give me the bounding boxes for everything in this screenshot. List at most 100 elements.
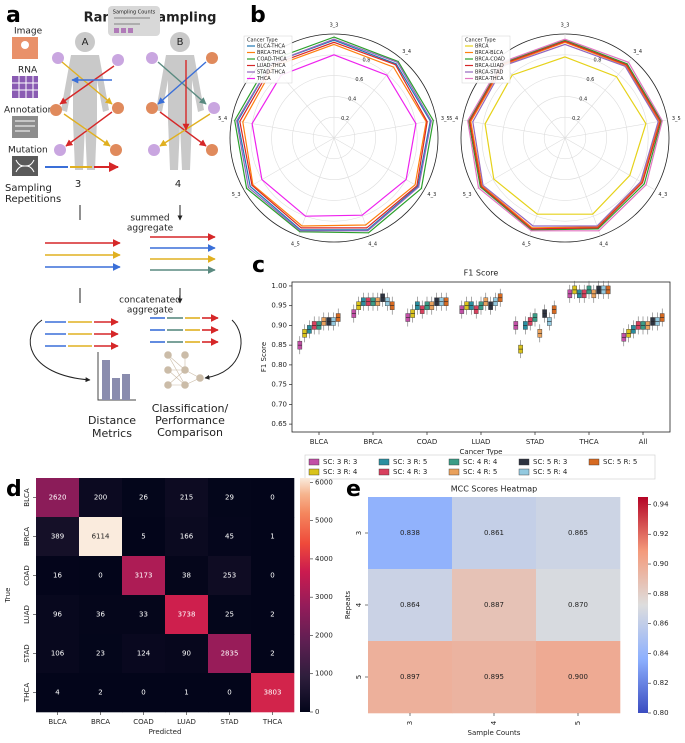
body <box>156 55 204 170</box>
chart-title: MCC Scores Heatmap <box>451 485 537 494</box>
heatmap-cell <box>36 556 80 596</box>
axis-category-label: 4_4 <box>599 242 608 248</box>
cell-label: 3173 <box>135 572 153 580</box>
heatmap-cell <box>165 478 209 518</box>
spoke <box>564 137 656 191</box>
repetitions-label: Repetitions <box>5 194 61 205</box>
heatmap-cell <box>122 595 166 635</box>
y-tick-label: 0.85 <box>271 341 287 349</box>
cell-label: 200 <box>94 494 107 502</box>
cell-label: 45 <box>225 533 234 541</box>
rna-icon <box>12 76 38 98</box>
axis-category-label: 3_4 <box>633 49 642 55</box>
col-label: THCA <box>262 718 282 726</box>
col-label: 3 <box>406 721 414 725</box>
radial-tick-label: 0.2 <box>341 116 349 122</box>
cell-label: 166 <box>180 533 194 541</box>
legend-label: SC: 3 R: 3 <box>323 458 357 466</box>
body-head <box>170 32 190 52</box>
heatmap-cell <box>208 595 252 635</box>
heatmap-cell <box>536 497 621 570</box>
axis-category-label: 4_5 <box>291 242 300 248</box>
heatmap-cell <box>79 556 123 596</box>
col-label: LUAD <box>177 718 196 726</box>
col-label: BRCA <box>91 718 110 726</box>
legend-swatch <box>448 458 460 466</box>
legend-label: BRCA-COAD <box>475 57 505 63</box>
y-axis-label: True <box>4 588 12 604</box>
cell-label: 5 <box>141 533 145 541</box>
cell-label: 2 <box>270 650 274 658</box>
series-polygon <box>469 40 661 230</box>
legend-swatch <box>518 468 530 476</box>
series-polygon <box>251 54 417 217</box>
heatmap-cell <box>165 517 209 557</box>
x-tick-label: All <box>639 438 648 446</box>
cell-label: 26 <box>139 494 148 502</box>
cell-label: 0 <box>98 572 102 580</box>
flow-arrow <box>204 319 242 380</box>
cell-label: 124 <box>137 650 151 658</box>
heatmap-cell <box>251 673 295 713</box>
cell-label: 0 <box>141 689 145 697</box>
classification-label: Performance <box>155 414 225 427</box>
heatmap-cell <box>165 556 209 596</box>
flow-arrow <box>29 319 91 383</box>
cell-label: 253 <box>223 572 236 580</box>
network-icon <box>164 351 204 389</box>
patient-label: B <box>177 37 184 48</box>
axis-category-label: 3_5 <box>441 116 450 122</box>
legend-swatch <box>448 468 460 476</box>
heatmap-cell <box>452 497 537 570</box>
rna-icon <box>12 76 38 98</box>
cell-label: 38 <box>182 572 191 580</box>
heatmap-cell <box>122 517 166 557</box>
y-tick-label: 1.00 <box>271 282 287 290</box>
legend-swatch <box>378 458 390 466</box>
colorbar-tick-label: 0.94 <box>653 500 669 508</box>
colorbar-tick-label: 0.84 <box>653 649 669 657</box>
cell-label: 2835 <box>221 650 239 658</box>
flow-arrow <box>79 205 180 220</box>
axis-category-label: 4_3 <box>427 192 436 198</box>
y-tick-label: 0.65 <box>271 420 287 428</box>
sampling-counts-box <box>128 28 133 33</box>
heatmap-cell <box>368 641 453 714</box>
heatmap-cell <box>165 634 209 674</box>
axis-category-label: 4_5 <box>522 242 531 248</box>
summed-label: summed <box>130 214 169 224</box>
spoke <box>474 137 566 191</box>
panel-label: a <box>6 3 21 28</box>
heatmap-cell <box>208 478 252 518</box>
heatmap-cell <box>36 673 80 713</box>
heatmap-cell <box>251 634 295 674</box>
cell-label: 1 <box>184 689 188 697</box>
radial-tick-label: 0.6 <box>586 77 594 83</box>
spoke <box>564 137 601 236</box>
spoke <box>529 137 566 236</box>
cell-label: 3738 <box>178 611 196 619</box>
heatmap-cell <box>122 556 166 596</box>
classification-label: Comparison <box>157 426 223 439</box>
spoke <box>564 58 633 139</box>
heatmap-cell <box>208 673 252 713</box>
cell-label: 106 <box>51 650 65 658</box>
x-tick-label: THCA <box>578 438 598 446</box>
annotation-icon <box>12 116 38 138</box>
x-tick-label: BLCA <box>310 438 329 446</box>
repetitions-label: Sampling <box>5 183 52 194</box>
legend-label: STAD-THCA <box>257 70 286 76</box>
cell-label: 4 <box>55 689 60 697</box>
cell-label: 0.838 <box>400 529 420 537</box>
axis-category-label: 5_3 <box>232 192 241 198</box>
heatmap-cell <box>79 634 123 674</box>
colorbar <box>638 497 648 713</box>
colorbar-tick-label: 1000 <box>315 670 333 678</box>
y-tick-label: 0.75 <box>271 381 287 389</box>
legend-label: BRCA <box>475 44 489 50</box>
spoke <box>333 119 437 139</box>
heatmap-cell <box>251 478 295 518</box>
colorbar-tick-label: 0 <box>315 708 319 716</box>
cell-label: 2 <box>98 689 102 697</box>
